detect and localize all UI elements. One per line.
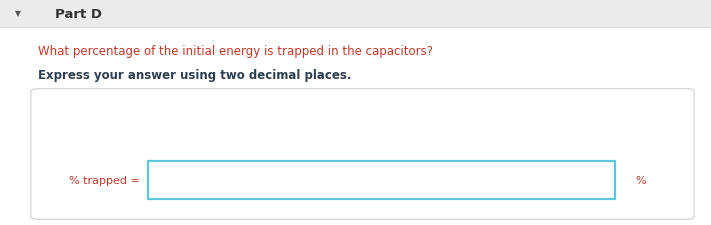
FancyBboxPatch shape [31,89,694,219]
Text: Part D: Part D [55,7,102,20]
Text: % trapped =: % trapped = [69,175,140,185]
Text: Express your answer using two decimal places.: Express your answer using two decimal pl… [38,68,351,81]
Text: ▼: ▼ [15,9,21,18]
Bar [0,0,711,28]
Text: What percentage of the initial energy is trapped in the capacitors?: What percentage of the initial energy is… [38,45,433,58]
FancyBboxPatch shape [148,161,615,199]
Bar [0,28,711,225]
Text: %: % [635,175,646,185]
